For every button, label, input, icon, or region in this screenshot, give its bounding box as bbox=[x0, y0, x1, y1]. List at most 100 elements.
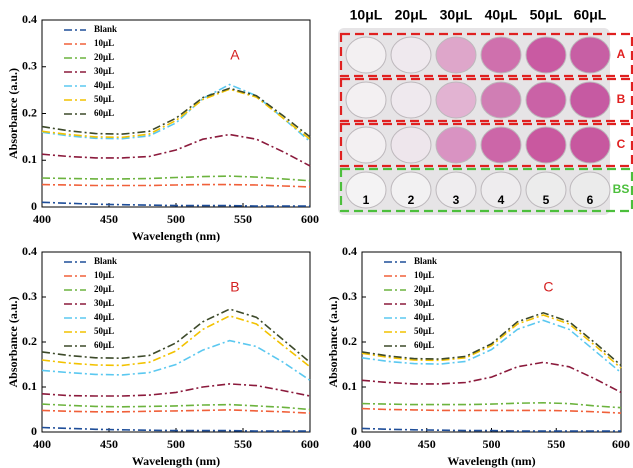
x-tick-label: 500 bbox=[167, 212, 185, 226]
legend-label: 10μL bbox=[414, 270, 434, 280]
row-label: BS bbox=[613, 182, 630, 196]
row-frame bbox=[339, 122, 633, 168]
legend-label: Blank bbox=[94, 24, 117, 34]
legend-label: 50μL bbox=[414, 326, 434, 336]
well-number: 1 bbox=[363, 193, 370, 207]
series-line bbox=[41, 133, 311, 167]
panel-label: A bbox=[230, 47, 240, 63]
well bbox=[435, 81, 477, 119]
series-line bbox=[361, 314, 622, 369]
column-label: 40μL bbox=[485, 7, 518, 23]
legend-label: 20μL bbox=[94, 52, 114, 62]
series-line bbox=[361, 407, 622, 414]
well-number: 6 bbox=[587, 193, 594, 207]
legend-label: 60μL bbox=[414, 340, 434, 350]
well bbox=[569, 126, 611, 164]
column-label: 20μL bbox=[395, 7, 428, 23]
y-axis-label: Absorbance (a.u.) bbox=[6, 296, 20, 387]
legend-label: Blank bbox=[414, 256, 437, 266]
x-axis-label: Wavelength (nm) bbox=[132, 229, 220, 243]
series-line bbox=[41, 315, 311, 368]
legend-label: 30μL bbox=[414, 298, 434, 308]
x-tick-label: 450 bbox=[100, 212, 118, 226]
plate-photo: A B C BS 10μL 20μL 30μL 40μL 50μL 60μL 1 2 3 4 5 6 bbox=[338, 7, 633, 215]
series-line bbox=[41, 201, 310, 207]
series-line bbox=[361, 361, 622, 394]
well bbox=[480, 36, 522, 74]
legend-label: Blank bbox=[94, 256, 117, 266]
panel-label: C bbox=[543, 279, 553, 295]
panel-label: B bbox=[230, 279, 239, 295]
row-label: B bbox=[617, 92, 626, 106]
y-tick-label: 0.3 bbox=[22, 289, 37, 303]
legend-label: 40μL bbox=[94, 312, 114, 322]
well bbox=[569, 171, 611, 209]
series-line bbox=[361, 311, 622, 367]
legend-label: 50μL bbox=[94, 326, 114, 336]
legend-label: 20μL bbox=[414, 284, 434, 294]
well bbox=[435, 171, 477, 209]
legend-label: 10μL bbox=[94, 270, 114, 280]
series-line bbox=[41, 426, 310, 432]
row-label: C bbox=[617, 137, 626, 151]
series-line bbox=[361, 427, 621, 432]
x-axis-label: Wavelength (nm) bbox=[132, 454, 220, 468]
well bbox=[435, 126, 477, 164]
well bbox=[569, 81, 611, 119]
y-axis-label: Absorbance (a.u.) bbox=[6, 68, 20, 159]
x-tick-label: 550 bbox=[547, 437, 565, 451]
well bbox=[345, 36, 387, 74]
well bbox=[345, 126, 387, 164]
series-line bbox=[41, 88, 311, 140]
series-line bbox=[41, 409, 311, 414]
x-tick-label: 400 bbox=[353, 437, 371, 451]
x-tick-label: 400 bbox=[33, 212, 51, 226]
series-line bbox=[41, 308, 311, 363]
x-tick-label: 550 bbox=[234, 437, 252, 451]
row-frame bbox=[339, 32, 633, 78]
column-label: 50μL bbox=[530, 7, 563, 23]
plot-frame bbox=[41, 251, 311, 433]
y-tick-label: 0.4 bbox=[22, 12, 37, 26]
legend-label: 10μL bbox=[94, 38, 114, 48]
y-tick-label: 0.4 bbox=[342, 244, 357, 258]
row-label: A bbox=[617, 47, 626, 61]
series-line bbox=[41, 83, 311, 143]
well bbox=[525, 171, 567, 209]
y-tick-label: 0.2 bbox=[22, 334, 37, 348]
y-tick-label: 0.3 bbox=[22, 59, 37, 73]
well-number: 5 bbox=[543, 193, 550, 207]
y-tick-label: 0 bbox=[351, 424, 357, 438]
series-line bbox=[361, 319, 622, 374]
row-frame bbox=[339, 77, 633, 123]
y-tick-label: 0.2 bbox=[342, 334, 357, 348]
well-number: 3 bbox=[453, 193, 460, 207]
well-number: 4 bbox=[498, 193, 505, 207]
series-line bbox=[41, 339, 311, 381]
well bbox=[569, 36, 611, 74]
column-label: 30μL bbox=[440, 7, 473, 23]
x-tick-label: 500 bbox=[167, 437, 185, 451]
well bbox=[390, 126, 432, 164]
series-line bbox=[41, 403, 311, 411]
column-label: 10μL bbox=[350, 7, 383, 23]
y-tick-label: 0.2 bbox=[22, 105, 37, 119]
well bbox=[480, 171, 522, 209]
y-tick-label: 0.1 bbox=[22, 379, 37, 393]
y-tick-label: 0.1 bbox=[22, 152, 37, 166]
well bbox=[390, 81, 432, 119]
well bbox=[525, 126, 567, 164]
legend-label: 40μL bbox=[414, 312, 434, 322]
x-axis-label: Wavelength (nm) bbox=[447, 454, 535, 468]
x-tick-label: 450 bbox=[100, 437, 118, 451]
well bbox=[525, 36, 567, 74]
y-tick-label: 0.1 bbox=[342, 379, 357, 393]
x-tick-label: 600 bbox=[612, 437, 630, 451]
legend-label: 30μL bbox=[94, 66, 114, 76]
well bbox=[525, 81, 567, 119]
y-axis-label: Absorbance (a.u.) bbox=[326, 296, 340, 387]
x-tick-label: 600 bbox=[301, 212, 319, 226]
well bbox=[345, 81, 387, 119]
y-tick-label: 0.3 bbox=[342, 289, 357, 303]
